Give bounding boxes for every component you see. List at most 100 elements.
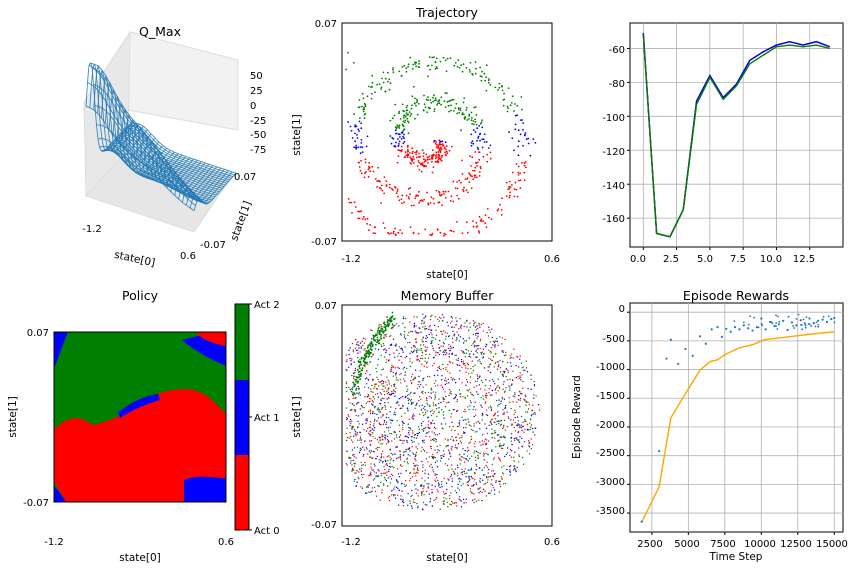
trajectory-point: [404, 151, 407, 154]
memory-point: [378, 333, 381, 336]
trajectory-point: [438, 139, 441, 142]
memory-point: [397, 355, 399, 357]
memory-point: [402, 427, 404, 429]
memory-point: [364, 461, 366, 464]
memory-point: [445, 335, 447, 337]
memory-point: [451, 436, 453, 438]
memory-point: [444, 391, 446, 393]
memory-point: [359, 408, 361, 410]
memory-point: [507, 416, 510, 418]
memory-point: [462, 448, 464, 450]
memory-point: [384, 460, 387, 463]
memory-point: [475, 483, 478, 486]
memory-point: [380, 423, 382, 426]
memory-point: [371, 468, 373, 470]
memory-point: [411, 331, 413, 333]
trajectory-point: [486, 153, 489, 156]
rewards-point: [742, 324, 745, 327]
memory-point: [387, 379, 389, 381]
memory-point: [514, 411, 516, 413]
memory-point: [431, 438, 434, 441]
memory-point: [442, 398, 445, 400]
memory-ylabel: state[1]: [291, 396, 303, 437]
trajectory-point: [456, 181, 459, 183]
memory-point: [465, 378, 468, 381]
rewards-point: [742, 321, 745, 324]
memory-point: [380, 398, 382, 400]
memory-point: [422, 378, 424, 380]
memory-point: [390, 433, 393, 435]
trajectory-point: [434, 99, 436, 102]
memory-point: [367, 427, 369, 430]
memory-point: [378, 331, 381, 334]
rewards-ytick-5: -2500: [596, 448, 625, 459]
memory-point: [394, 383, 396, 385]
memory-point: [526, 450, 528, 452]
memory-point: [394, 391, 397, 393]
trajectory-point: [517, 171, 520, 174]
memory-point: [388, 430, 390, 432]
policy-region-act1-boundary: [118, 394, 160, 418]
memory-point: [504, 436, 506, 438]
memory-point: [398, 476, 401, 478]
memory-point: [374, 340, 376, 342]
memory-point: [488, 366, 491, 368]
memory-point: [510, 437, 512, 439]
memory-point: [354, 378, 357, 381]
memory-point: [520, 415, 523, 418]
memory-point: [382, 450, 384, 452]
trajectory-point: [456, 194, 459, 197]
memory-point: [447, 347, 450, 350]
memory-point: [508, 417, 510, 420]
trajectory-point: [435, 66, 438, 68]
memory-point: [393, 413, 395, 415]
trajectory-point: [360, 159, 362, 162]
memory-point: [461, 382, 463, 384]
memory-point: [346, 369, 348, 372]
memory-point: [416, 502, 418, 505]
memory-point: [426, 375, 429, 378]
memory-point: [410, 495, 412, 498]
memory-point: [424, 325, 426, 327]
trajectory-point: [416, 98, 418, 101]
memory-point: [442, 319, 444, 322]
memory-point: [381, 491, 383, 494]
trajectory-point: [392, 117, 394, 120]
memory-point: [429, 498, 432, 500]
memory-point: [346, 464, 348, 466]
trajectory-point: [470, 133, 473, 136]
trajectory-point: [435, 151, 438, 154]
memory-point: [442, 351, 444, 354]
memory-point: [369, 473, 372, 475]
memory-point: [386, 392, 389, 395]
memory-point: [467, 350, 470, 352]
trajectory-point: [522, 122, 524, 124]
memory-point: [384, 438, 386, 440]
policy-panel: Policy -1.2 0.6 state[0] 0.07 -0.07 stat…: [7, 288, 280, 564]
memory-point: [424, 360, 426, 362]
memory-point: [424, 469, 426, 471]
memory-point: [351, 470, 353, 472]
memory-point: [519, 399, 521, 401]
memory-point: [420, 398, 422, 400]
trajectory-point: [473, 169, 476, 172]
trajectory-point: [384, 227, 386, 229]
memory-point: [360, 375, 362, 377]
trajectory-point: [387, 80, 389, 83]
memory-point: [421, 429, 423, 431]
memory-point: [500, 476, 502, 478]
trajectory-point: [415, 194, 418, 197]
memory-points: [345, 311, 541, 511]
memory-point: [389, 462, 391, 464]
memory-point: [366, 448, 368, 450]
memory-point: [493, 421, 495, 423]
memory-point: [424, 392, 427, 394]
memory-point: [475, 482, 477, 484]
memory-point: [522, 425, 524, 427]
memory-point: [464, 472, 466, 475]
trajectory-point: [485, 226, 488, 229]
memory-point: [398, 325, 400, 327]
memory-point: [459, 370, 461, 372]
memory-point: [424, 349, 426, 351]
memory-point: [496, 399, 498, 402]
